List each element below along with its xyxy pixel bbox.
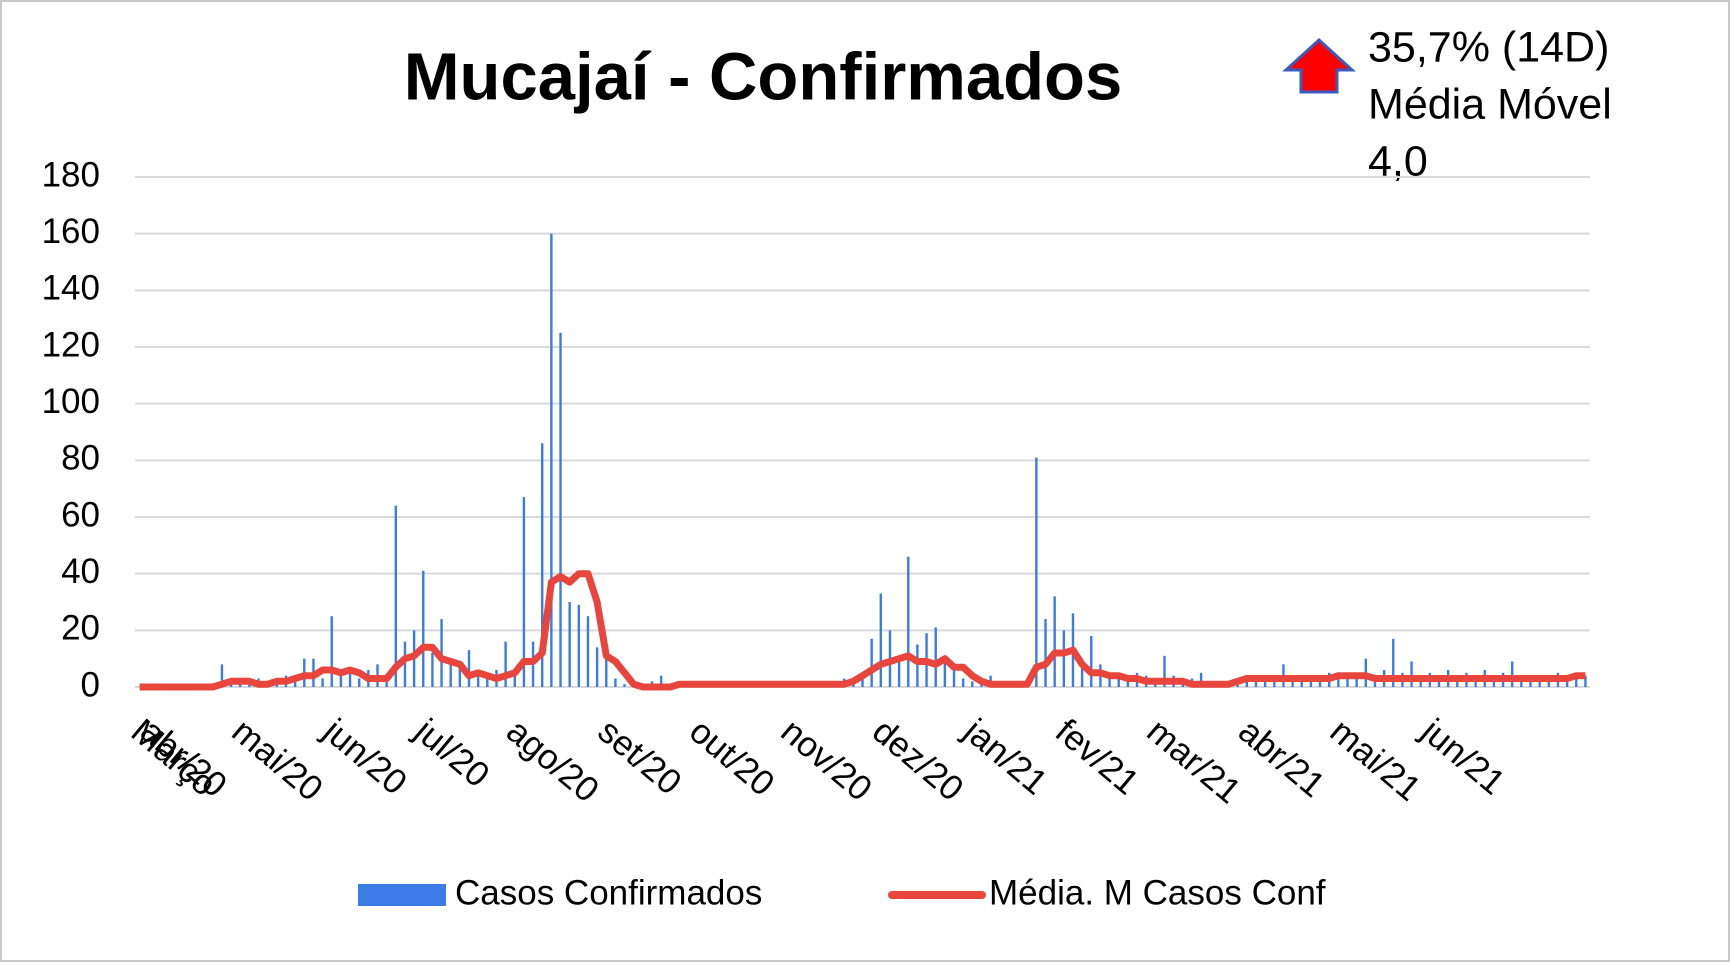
bar bbox=[943, 658, 947, 687]
legend-swatch bbox=[358, 884, 446, 906]
bar bbox=[1126, 678, 1130, 687]
annotation-label: Média Móvel bbox=[1368, 80, 1612, 128]
bar bbox=[870, 638, 873, 687]
bar bbox=[916, 644, 919, 687]
bar bbox=[339, 675, 343, 687]
bar bbox=[852, 684, 855, 687]
bar bbox=[1410, 661, 1413, 687]
y-tick-label: 140 bbox=[42, 269, 100, 308]
bar bbox=[559, 332, 562, 687]
bar bbox=[385, 681, 388, 687]
y-tick-label: 40 bbox=[61, 552, 100, 591]
bar bbox=[1474, 678, 1477, 687]
bar bbox=[293, 678, 297, 687]
bar bbox=[961, 678, 965, 687]
bar bbox=[449, 658, 452, 687]
bar bbox=[1199, 672, 1203, 687]
y-tick-label: 60 bbox=[61, 495, 100, 534]
bar bbox=[522, 497, 526, 687]
bar bbox=[897, 658, 901, 687]
bar bbox=[1547, 678, 1551, 687]
bar bbox=[504, 641, 507, 687]
bar bbox=[513, 675, 516, 687]
legend-label: Casos Confirmados bbox=[455, 873, 762, 912]
bar bbox=[357, 678, 361, 687]
bar bbox=[220, 664, 224, 687]
y-tick-label: 0 bbox=[81, 665, 100, 704]
bar bbox=[614, 678, 617, 687]
bar bbox=[1053, 596, 1056, 687]
bar bbox=[907, 556, 910, 687]
bar bbox=[595, 647, 599, 687]
bar bbox=[403, 641, 407, 687]
bar bbox=[659, 675, 663, 687]
bar bbox=[1309, 681, 1313, 687]
moving-average-line bbox=[139, 570, 1586, 691]
bar bbox=[1035, 457, 1038, 687]
bar bbox=[394, 505, 398, 687]
bar bbox=[1575, 678, 1578, 687]
bar bbox=[440, 619, 443, 687]
bar bbox=[1337, 675, 1340, 687]
bar bbox=[1062, 630, 1066, 687]
y-tick-label: 80 bbox=[61, 439, 100, 478]
bar bbox=[1263, 678, 1267, 687]
bar bbox=[623, 684, 626, 687]
y-tick-label: 20 bbox=[61, 609, 100, 648]
bar bbox=[1163, 655, 1166, 687]
bar bbox=[348, 672, 352, 687]
bar bbox=[550, 233, 553, 687]
bar bbox=[1346, 678, 1349, 687]
bar bbox=[458, 664, 462, 687]
bar bbox=[1437, 678, 1441, 687]
bar bbox=[1090, 636, 1093, 687]
y-tick-label: 120 bbox=[42, 325, 100, 364]
up-arrow-icon bbox=[1282, 37, 1356, 94]
bar bbox=[1080, 658, 1084, 687]
legend-label: Média. M Casos Conf bbox=[989, 873, 1326, 912]
bar bbox=[952, 664, 956, 687]
bar bbox=[239, 684, 242, 687]
bar bbox=[1355, 672, 1358, 687]
bar bbox=[541, 443, 544, 687]
bar bbox=[330, 616, 333, 687]
y-tick-label: 160 bbox=[42, 212, 100, 251]
chart-title: Mucajaí - Confirmados bbox=[404, 40, 1122, 115]
bar bbox=[1511, 661, 1514, 687]
bar bbox=[467, 650, 471, 687]
annotation-value: 4,0 bbox=[1368, 137, 1428, 185]
bar bbox=[476, 672, 480, 687]
bar bbox=[568, 602, 571, 687]
bar bbox=[1584, 675, 1587, 687]
bar bbox=[1117, 675, 1120, 687]
annotation-change: 35,7% (14D) bbox=[1368, 23, 1609, 71]
bar bbox=[431, 653, 434, 687]
bar bbox=[605, 644, 608, 687]
bar bbox=[1108, 672, 1111, 687]
bar bbox=[861, 672, 864, 687]
bar bbox=[321, 678, 324, 687]
bar bbox=[1318, 678, 1322, 687]
bar bbox=[577, 604, 581, 687]
bar bbox=[934, 627, 937, 687]
bar bbox=[422, 570, 425, 687]
bar bbox=[971, 681, 974, 687]
bar bbox=[1044, 619, 1047, 687]
y-tick-label: 180 bbox=[42, 155, 100, 194]
bar bbox=[1254, 681, 1258, 687]
bar bbox=[1529, 678, 1532, 687]
y-tick-label: 100 bbox=[42, 382, 100, 421]
bar bbox=[1291, 678, 1294, 687]
bar bbox=[879, 593, 883, 687]
bar bbox=[1392, 638, 1395, 687]
bar bbox=[586, 616, 590, 687]
bar bbox=[486, 678, 489, 687]
